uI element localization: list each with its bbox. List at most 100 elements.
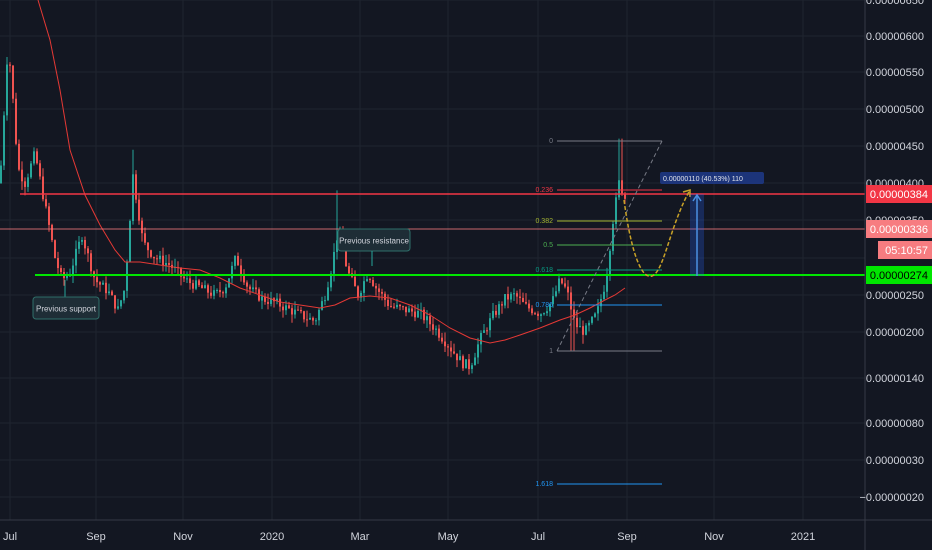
candle-body [588, 322, 590, 326]
candle [57, 251, 59, 274]
candle [453, 343, 455, 355]
callout-text: Previous support [36, 305, 97, 314]
candle-body [624, 194, 626, 199]
candle [408, 305, 410, 313]
candle-body [255, 287, 257, 290]
candle [330, 270, 332, 292]
candle-body [72, 265, 74, 276]
candle-body [354, 276, 356, 287]
candle-body [498, 304, 500, 315]
candle-body [396, 304, 398, 308]
candle [357, 285, 359, 301]
candle [231, 261, 233, 284]
candle [96, 269, 98, 288]
candle [375, 283, 377, 296]
candle [234, 255, 236, 270]
candle [81, 237, 83, 245]
candle [27, 173, 29, 192]
candle-body [225, 287, 227, 294]
candle-body [345, 251, 347, 267]
candle [417, 304, 419, 319]
candle-body [222, 292, 224, 294]
candle-body [591, 316, 593, 323]
candle [525, 293, 527, 305]
candle-body [36, 151, 38, 164]
candle [183, 270, 185, 282]
candle [549, 303, 551, 317]
candle-body [99, 282, 101, 285]
candle-body [243, 273, 245, 283]
candle-body [609, 250, 611, 276]
candle [300, 306, 302, 314]
candle [519, 289, 521, 305]
candle [534, 311, 536, 316]
candle-body [42, 176, 44, 200]
candle-body [606, 275, 608, 292]
candle-body [27, 177, 29, 187]
candle-body [318, 309, 320, 321]
candle [33, 147, 35, 166]
price-axis-label: 0.00000250 [866, 290, 924, 302]
candle-body [477, 344, 479, 358]
fib-trend-line [556, 140, 663, 352]
candle-body [249, 286, 251, 290]
candle [225, 283, 227, 298]
candle [219, 281, 221, 298]
candle [561, 277, 563, 285]
candle [135, 170, 137, 204]
candle [588, 320, 590, 332]
candle [489, 313, 491, 338]
price-tag: 0.00000384 [866, 185, 932, 203]
candle-body [474, 357, 476, 366]
candle-body [621, 180, 623, 195]
candle [36, 148, 38, 165]
candle [582, 320, 584, 344]
candle [159, 250, 161, 263]
candle [117, 298, 119, 310]
candle [162, 247, 164, 272]
candle-body [507, 294, 509, 300]
candle-body [516, 293, 518, 297]
candle-body [165, 263, 167, 266]
candle [510, 291, 512, 303]
candle [435, 325, 437, 336]
candle-body [459, 356, 461, 361]
candle [303, 310, 305, 323]
candle-body [348, 266, 350, 274]
candle-body [564, 283, 566, 287]
candle-body [435, 328, 437, 330]
candle [132, 149, 134, 225]
candle-body [585, 325, 587, 335]
candle [360, 290, 362, 303]
candle-body [504, 294, 506, 306]
candle [498, 301, 500, 319]
candle-body [312, 317, 314, 321]
candle [531, 305, 533, 316]
candle [318, 307, 320, 326]
price-tag-box [866, 266, 932, 284]
candle-body [537, 313, 539, 316]
price-axis-label: 0.00000450 [866, 141, 924, 153]
candle-body [45, 199, 47, 207]
candle-body [414, 311, 416, 318]
candle-body [288, 305, 290, 309]
candle [210, 286, 212, 299]
candle [186, 271, 188, 283]
candle [558, 273, 560, 294]
candle [222, 290, 224, 298]
candle [372, 277, 374, 287]
candle [297, 305, 299, 311]
candle-body [399, 304, 401, 307]
callout-box [337, 228, 411, 252]
time-axis-label: Sep [617, 531, 637, 543]
candle [540, 313, 542, 323]
candle-body [327, 287, 329, 301]
candle-body [321, 301, 323, 310]
candle-body [594, 313, 596, 317]
candle-body [405, 306, 407, 313]
candle [153, 256, 155, 264]
candle [213, 284, 215, 300]
candle-body [201, 285, 203, 289]
